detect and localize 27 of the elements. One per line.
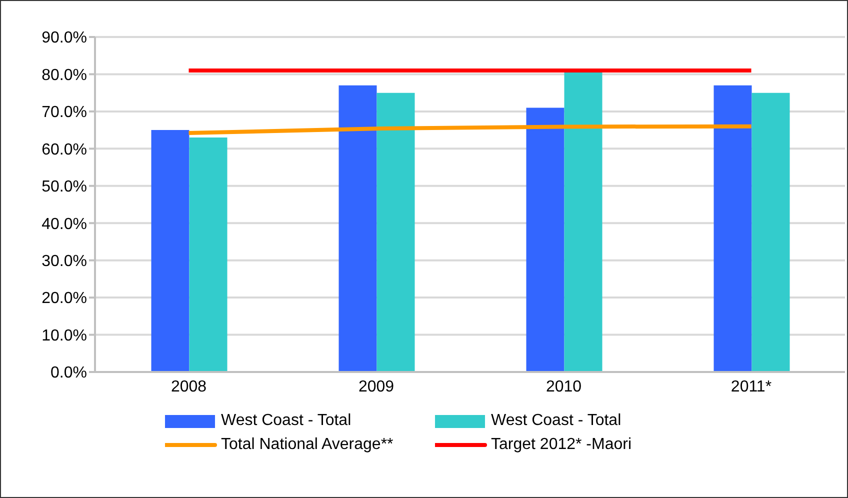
y-tick-label: 70.0% — [42, 104, 87, 122]
legend-label: West Coast - Total — [491, 412, 622, 430]
bar — [752, 92, 790, 372]
legend-label: West Coast - Total — [221, 412, 352, 430]
y-tick-label: 50.0% — [42, 178, 87, 196]
y-tick-label: 10.0% — [42, 327, 87, 344]
legend-label: Target 2012* -Maori — [491, 436, 632, 454]
x-tick-label: 2011* — [730, 378, 772, 396]
y-tick-label: 80.0% — [42, 66, 87, 84]
line-series — [186, 124, 754, 136]
x-tick-label: 2008 — [170, 378, 207, 396]
y-tick-label: 0.0% — [50, 364, 87, 382]
x-tick-label: 2010 — [546, 378, 582, 396]
bar — [189, 138, 228, 372]
bar — [338, 85, 377, 372]
x-tick-label: 2009 — [358, 378, 394, 396]
bar — [151, 130, 190, 372]
bar — [376, 92, 415, 372]
bar — [526, 108, 564, 372]
y-tick-label: 90.0% — [42, 30, 87, 47]
y-tick-label: 60.0% — [42, 141, 87, 158]
y-tick-label: 40.0% — [42, 216, 87, 233]
y-tick-label: 20.0% — [42, 290, 87, 308]
legend-label: Total National Average** — [221, 436, 394, 454]
bar — [714, 85, 752, 372]
bar — [564, 70, 602, 372]
y-tick-label: 30.0% — [42, 253, 87, 270]
